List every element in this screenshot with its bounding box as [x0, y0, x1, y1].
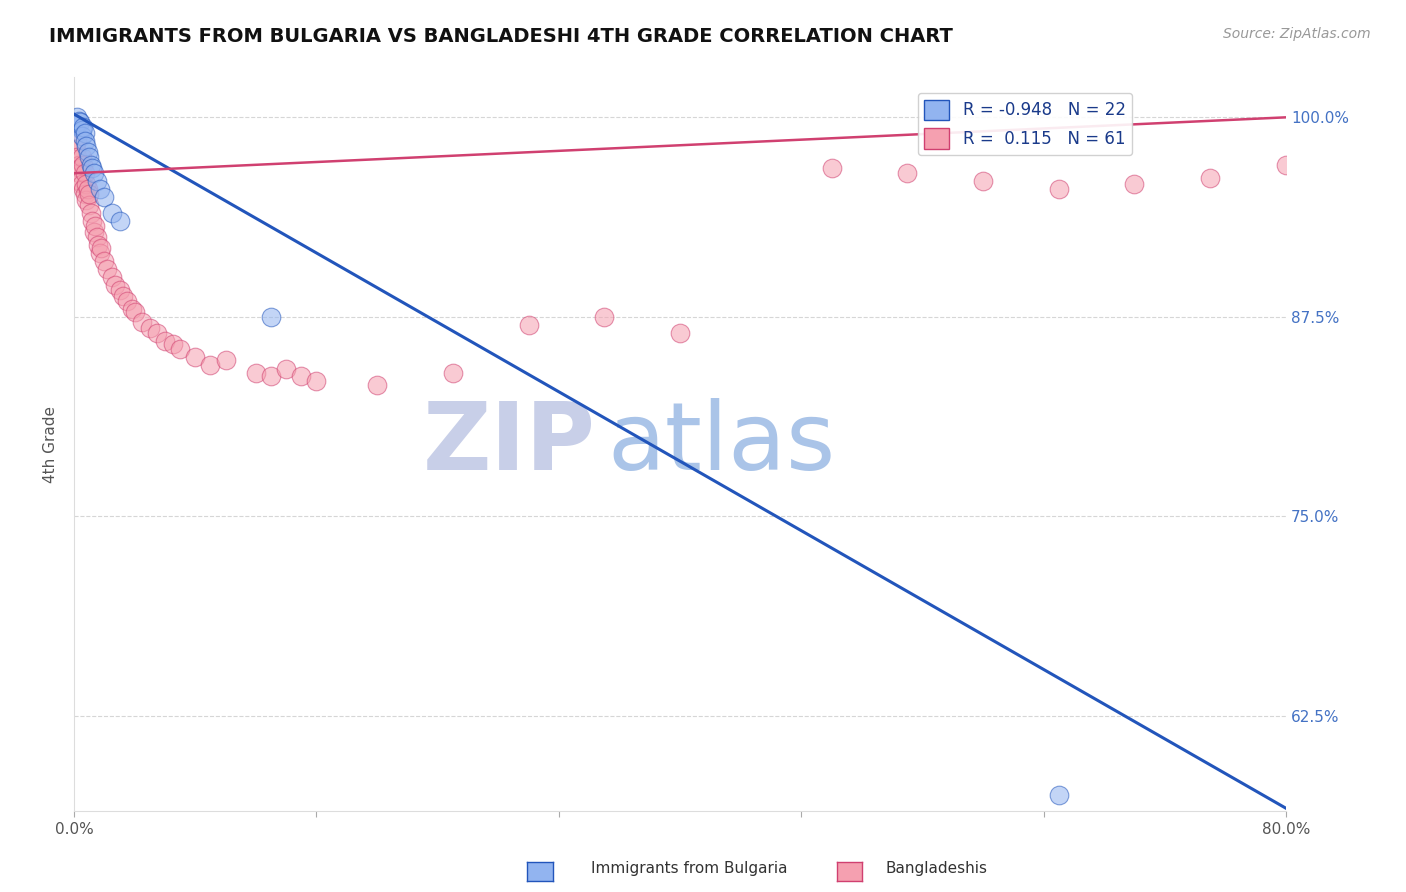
- Point: [200, 358, 222, 372]
- Point: [111, 289, 134, 303]
- Point: [593, 310, 616, 324]
- Point: [93, 254, 115, 268]
- Text: IMMIGRANTS FROM BULGARIA VS BANGLADESHI 4TH GRADE CORRELATION CHART: IMMIGRANTS FROM BULGARIA VS BANGLADESHI …: [49, 27, 953, 45]
- Point: [73, 166, 96, 180]
- Point: [245, 366, 267, 380]
- Point: [89, 182, 111, 196]
- Point: [214, 352, 236, 367]
- Point: [290, 368, 312, 383]
- Point: [66, 150, 89, 164]
- Point: [69, 174, 91, 188]
- Point: [131, 315, 153, 329]
- Point: [1275, 158, 1298, 172]
- Point: [93, 190, 115, 204]
- Point: [82, 214, 104, 228]
- Point: [115, 293, 138, 308]
- Point: [108, 283, 131, 297]
- Point: [441, 366, 464, 380]
- Point: [86, 174, 108, 188]
- Point: [76, 182, 98, 196]
- Text: atlas: atlas: [607, 399, 835, 491]
- Point: [67, 113, 90, 128]
- Point: [83, 225, 105, 239]
- Point: [73, 134, 96, 148]
- Point: [89, 246, 111, 260]
- Point: [139, 321, 162, 335]
- Point: [65, 142, 87, 156]
- Point: [260, 310, 283, 324]
- Point: [101, 269, 124, 284]
- Point: [108, 214, 131, 228]
- Point: [75, 178, 97, 192]
- Point: [67, 166, 90, 180]
- Point: [77, 150, 100, 164]
- Point: [73, 126, 96, 140]
- Point: [75, 194, 97, 208]
- Point: [69, 161, 91, 176]
- Point: [70, 150, 93, 164]
- Point: [972, 174, 994, 188]
- Point: [669, 326, 692, 340]
- Legend: R = -0.948   N = 22, R =  0.115   N = 61: R = -0.948 N = 22, R = 0.115 N = 61: [918, 93, 1132, 155]
- Point: [67, 158, 90, 172]
- Point: [84, 219, 107, 233]
- Point: [366, 378, 388, 392]
- Point: [305, 374, 328, 388]
- Point: [896, 166, 918, 180]
- Point: [1047, 182, 1070, 196]
- Point: [70, 178, 93, 192]
- Point: [80, 206, 103, 220]
- Point: [72, 120, 94, 134]
- Text: ZIP: ZIP: [422, 399, 595, 491]
- Point: [72, 182, 94, 196]
- Point: [87, 238, 110, 252]
- Point: [73, 186, 96, 201]
- Point: [104, 277, 127, 292]
- Point: [75, 139, 97, 153]
- Point: [184, 350, 207, 364]
- Point: [70, 123, 93, 137]
- Point: [90, 241, 112, 255]
- Point: [517, 318, 540, 332]
- Y-axis label: 4th Grade: 4th Grade: [44, 406, 58, 483]
- Point: [86, 230, 108, 244]
- Point: [153, 334, 176, 348]
- Point: [65, 118, 87, 132]
- Point: [820, 161, 842, 176]
- Point: [169, 342, 191, 356]
- Point: [66, 111, 89, 125]
- Point: [121, 301, 143, 316]
- Text: Source: ZipAtlas.com: Source: ZipAtlas.com: [1223, 27, 1371, 41]
- Point: [77, 198, 100, 212]
- Point: [82, 161, 104, 176]
- Point: [146, 326, 169, 340]
- Point: [96, 261, 118, 276]
- Point: [77, 186, 100, 201]
- Point: [76, 145, 98, 160]
- Text: Bangladeshis: Bangladeshis: [886, 861, 988, 876]
- Point: [66, 134, 89, 148]
- Point: [70, 129, 93, 144]
- Text: Immigrants from Bulgaria: Immigrants from Bulgaria: [591, 861, 787, 876]
- Point: [260, 368, 283, 383]
- Point: [1199, 171, 1222, 186]
- Point: [83, 166, 105, 180]
- Point: [162, 337, 184, 351]
- Point: [124, 305, 146, 319]
- Point: [276, 362, 298, 376]
- Point: [101, 206, 124, 220]
- Point: [69, 115, 91, 129]
- Point: [1047, 789, 1070, 803]
- Point: [1123, 178, 1146, 192]
- Point: [72, 158, 94, 172]
- Point: [80, 158, 103, 172]
